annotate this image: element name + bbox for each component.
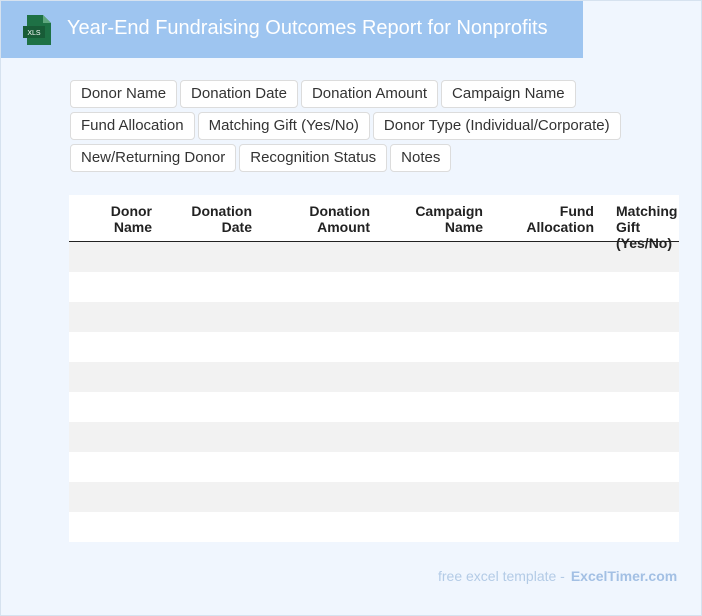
field-tag: Donation Amount (300, 80, 439, 108)
field-tag: Notes (390, 144, 452, 172)
title: Year-End Fundraising Outcomes Report for… (67, 17, 548, 39)
header-rule (69, 241, 679, 242)
column-header: Matching Gift (Yes/No) (616, 203, 678, 251)
table-row (69, 482, 679, 512)
table: Donor Name Donation Date Donation Amount Ca… (69, 195, 679, 542)
header-bar: XLS Year-End Fundraising Outcomes Report… (1, 1, 583, 58)
footer-brand[interactable]: ExcelTimer.com (570, 568, 678, 584)
table-row (69, 302, 679, 332)
field-tag: New/Returning Donor (70, 144, 237, 172)
footer: free excel template - ExcelTimer.com (438, 568, 677, 584)
field-tag: Matching Gift (Yes/No) (197, 112, 370, 140)
column-header: Fund Allocation (526, 203, 594, 235)
table-row (69, 422, 679, 452)
column-header: Campaign Name (415, 203, 483, 235)
table-row (69, 392, 679, 422)
field-tag: Donor Name (70, 80, 178, 108)
field-tag: Recognition Status (239, 144, 388, 172)
field-tag: Fund Allocation (70, 112, 195, 140)
table-row (69, 272, 679, 302)
icon-label: XLS (27, 30, 41, 37)
xls-icon: XLS (23, 15, 51, 45)
table-row (69, 242, 679, 272)
footer-text: free excel template - (438, 568, 565, 584)
table-row (69, 452, 679, 482)
table-row (69, 362, 679, 392)
field-tag: Campaign Name (441, 80, 576, 108)
table-row (69, 332, 679, 362)
column-header: Donor Name (110, 203, 152, 235)
table-row (69, 512, 679, 542)
field-tag: Donor Type (Individual/Corporate) (372, 112, 621, 140)
field-tag: Donation Date (180, 80, 298, 108)
column-header: Donation Date (191, 203, 252, 235)
field-tags: Donor Name Donation Date Donation Amount Ca… (70, 80, 701, 172)
column-header: Donation Amount (309, 203, 370, 235)
